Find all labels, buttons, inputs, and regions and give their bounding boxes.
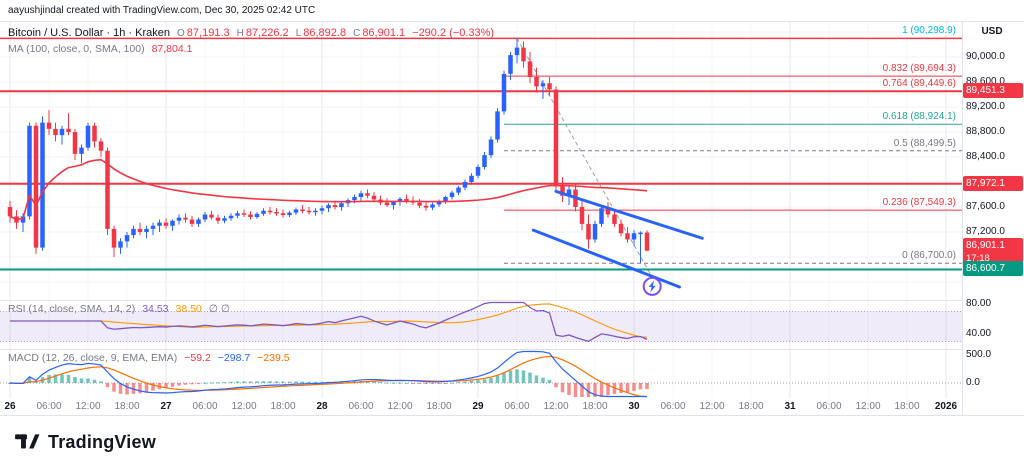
main-price-pane[interactable] bbox=[0, 22, 962, 300]
ma-value: 87,804.1 bbox=[151, 43, 193, 55]
macd-signal-line bbox=[9, 355, 648, 398]
time-tick: 29 bbox=[472, 401, 484, 412]
time-tick: 06:00 bbox=[816, 401, 842, 412]
axis-divider bbox=[962, 22, 963, 415]
trendline[interactable] bbox=[554, 189, 704, 240]
ohlc-open-value: 87,191.3 bbox=[186, 27, 230, 39]
tradingview-logo-icon[interactable] bbox=[14, 429, 40, 455]
rsi-value: 34.53 bbox=[142, 303, 169, 315]
rsi-pane[interactable] bbox=[0, 301, 962, 349]
ohlc-high-value: 87,226.2 bbox=[245, 27, 289, 39]
divider-rsi-macd[interactable] bbox=[0, 349, 1024, 350]
time-tick: 18:00 bbox=[426, 401, 452, 412]
time-tick: 06:00 bbox=[348, 401, 374, 412]
divider-bottom bbox=[0, 415, 1024, 416]
rsi-legend[interactable]: RSI (14, close, SMA, 14, 2) 34.53 38.50 … bbox=[8, 303, 230, 315]
rsi-ma-value: 38.50 bbox=[175, 303, 202, 315]
ma-legend[interactable]: MA (100, close, 0, SMA, 100) 87,804.1 bbox=[8, 43, 192, 55]
ohlc-open-label: O bbox=[177, 28, 185, 39]
macd-histogram bbox=[8, 369, 649, 397]
rsi-band bbox=[0, 311, 962, 342]
time-tick: 06:00 bbox=[504, 401, 530, 412]
time-tick: 18:00 bbox=[738, 401, 764, 412]
macd-line bbox=[9, 350, 647, 398]
grid bbox=[0, 22, 962, 300]
time-tick: 06:00 bbox=[36, 401, 62, 412]
time-tick: 2026 bbox=[934, 401, 958, 412]
symbol-title: Bitcoin / U.S. Dollar · 1h · Kraken bbox=[8, 27, 171, 39]
time-tick: 31 bbox=[784, 401, 796, 412]
attribution-bar: aayushjindal created with TradingView.co… bbox=[0, 0, 1024, 22]
macd-label: MACD (12, 26, close, 9, EMA, EMA) bbox=[8, 352, 178, 364]
divider-main-rsi[interactable] bbox=[0, 300, 1024, 301]
time-tick: 30 bbox=[628, 401, 640, 412]
change-value: −290.2 (−0.33%) bbox=[412, 27, 495, 39]
time-tick: 18:00 bbox=[114, 401, 140, 412]
time-tick: 12:00 bbox=[231, 401, 257, 412]
footer-bar: TradingView bbox=[0, 416, 1024, 468]
time-tick: 12:00 bbox=[387, 401, 413, 412]
fib-baseline bbox=[516, 38, 653, 278]
trendline[interactable] bbox=[531, 228, 681, 289]
ohlc-close-value: 86,901.1 bbox=[362, 27, 406, 39]
ma-line bbox=[9, 158, 648, 221]
macd-legend[interactable]: MACD (12, 26, close, 9, EMA, EMA) −59.2 … bbox=[8, 352, 290, 364]
time-tick: 12:00 bbox=[855, 401, 881, 412]
time-tick: 12:00 bbox=[699, 401, 725, 412]
ohlc-low-value: 86,892.8 bbox=[303, 27, 347, 39]
time-tick: 18:00 bbox=[270, 401, 296, 412]
time-tick: 27 bbox=[160, 401, 172, 412]
rsi-ma-line bbox=[10, 303, 648, 338]
macd-pane[interactable] bbox=[0, 350, 962, 398]
lightning-marker[interactable] bbox=[642, 276, 662, 296]
divider-top bbox=[0, 21, 1024, 22]
currency-label: USD bbox=[981, 26, 1003, 37]
time-tick: 06:00 bbox=[660, 401, 686, 412]
rsi-extra-values: ∅ ∅ bbox=[208, 303, 230, 315]
time-tick: 28 bbox=[316, 401, 328, 412]
rsi-line bbox=[10, 301, 648, 343]
price-axis[interactable]: USD bbox=[963, 22, 1024, 415]
time-axis[interactable]: 26 06:00 12:00 18:00 27 06:00 12:00 18:00 28 06:0… bbox=[0, 398, 962, 415]
ohlc-low-label: L bbox=[295, 28, 302, 39]
ohlc-high-label: H bbox=[236, 28, 244, 39]
macd-hist-value: −59.2 bbox=[184, 352, 211, 364]
attribution-text: aayushjindal created with TradingView.co… bbox=[8, 5, 316, 16]
macd-signal-value: −239.5 bbox=[257, 352, 290, 364]
tradingview-brand-text[interactable]: TradingView bbox=[48, 431, 156, 452]
ohlc-close-label: C bbox=[353, 28, 361, 39]
rsi-label: RSI (14, close, SMA, 14, 2) bbox=[8, 303, 136, 315]
time-tick: 12:00 bbox=[543, 401, 569, 412]
ma-label: MA (100, close, 0, SMA, 100) bbox=[8, 43, 145, 55]
time-tick: 18:00 bbox=[894, 401, 920, 412]
macd-main-value: −298.7 bbox=[217, 352, 251, 364]
symbol-legend[interactable]: Bitcoin / U.S. Dollar · 1h · Kraken O 87… bbox=[8, 27, 494, 39]
time-tick: 12:00 bbox=[75, 401, 101, 412]
fib-retracement[interactable] bbox=[504, 38, 962, 278]
time-tick: 26 bbox=[4, 401, 16, 412]
time-tick: 06:00 bbox=[192, 401, 218, 412]
time-tick: 18:00 bbox=[582, 401, 608, 412]
candlestick-series bbox=[7, 38, 650, 264]
